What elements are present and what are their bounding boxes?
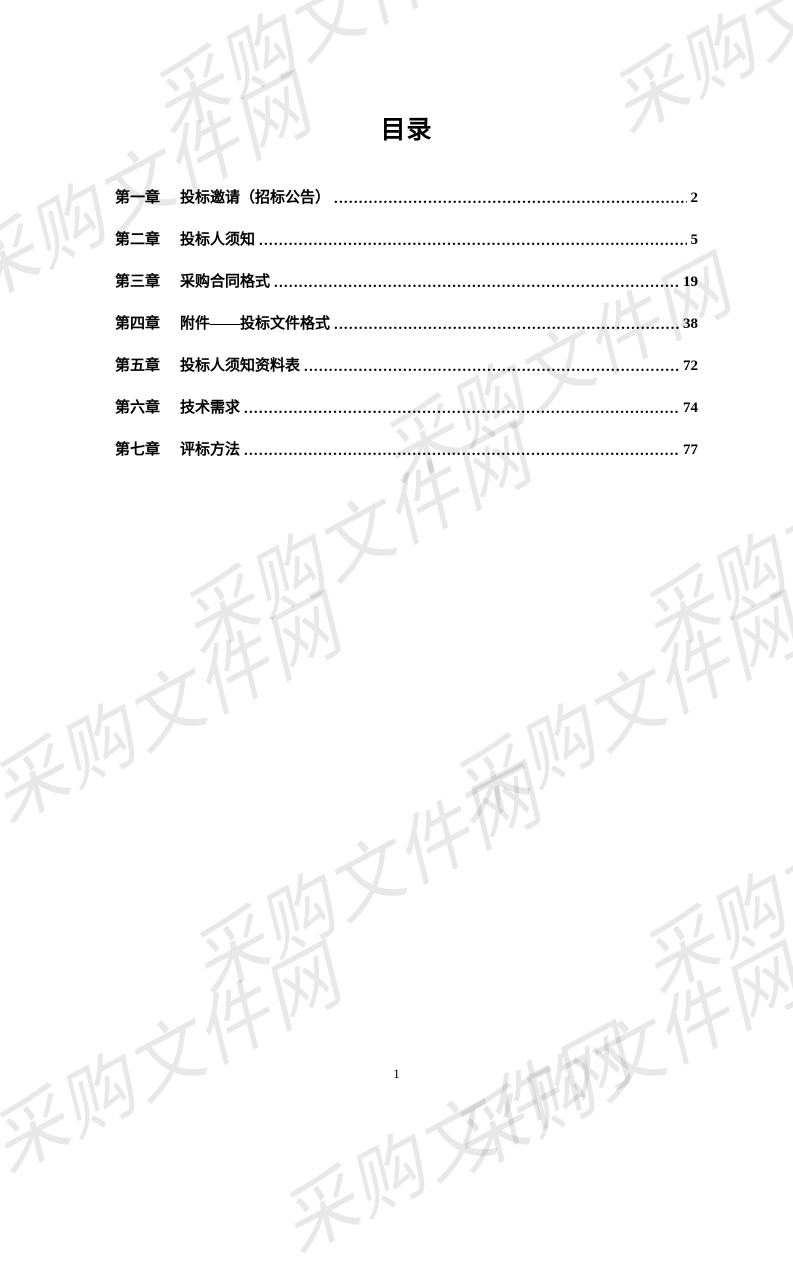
toc-entry: 第五章投标人须知资料表 72 [115,356,698,377]
leader-dots [244,399,679,420]
chapter-label: 第五章 [115,356,160,377]
toc-entry: 第七章评标方法 77 [115,440,698,461]
chapter-label: 第四章 [115,314,160,335]
toc-list: 第一章投标邀请（招标公告） 2 第二章投标人须知 5 第三章采购合同格式 19 第四章附件—… [115,188,698,461]
leader-dots [274,273,679,294]
chapter-label: 第七章 [115,440,160,461]
chapter-label: 第二章 [115,230,160,251]
chapter-page: 5 [691,230,699,251]
chapter-label: 第三章 [115,272,160,293]
chapter-label: 第一章 [115,188,160,209]
leader-dots [259,231,686,252]
toc-entry: 第六章技术需求 74 [115,398,698,419]
chapter-page: 72 [683,356,698,377]
page-number: 1 [0,1066,793,1082]
leader-dots [304,357,679,378]
document-page: 目录 第一章投标邀请（招标公告） 2 第二章投标人须知 5 第三章采购合同格式 19 第四章… [0,0,793,1122]
chapter-page: 77 [683,440,698,461]
chapter-page: 38 [683,314,698,335]
chapter-label: 第六章 [115,398,160,419]
chapter-title: 技术需求 [180,398,240,419]
chapter-title: 评标方法 [180,440,240,461]
leader-dots [334,189,686,210]
chapter-title: 附件——投标文件格式 [180,314,330,335]
chapter-title: 投标邀请（招标公告） [180,188,330,209]
leader-dots [334,315,679,336]
toc-entry: 第二章投标人须知 5 [115,230,698,251]
toc-entry: 第三章采购合同格式 19 [115,272,698,293]
leader-dots [244,441,679,462]
toc-entry: 第一章投标邀请（招标公告） 2 [115,188,698,209]
toc-title: 目录 [115,110,698,146]
chapter-title: 投标人须知 [180,230,255,251]
chapter-page: 19 [683,272,698,293]
toc-entry: 第四章附件——投标文件格式 38 [115,314,698,335]
chapter-title: 投标人须知资料表 [180,356,300,377]
chapter-page: 2 [691,188,699,209]
chapter-title: 采购合同格式 [180,272,270,293]
chapter-page: 74 [683,398,698,419]
